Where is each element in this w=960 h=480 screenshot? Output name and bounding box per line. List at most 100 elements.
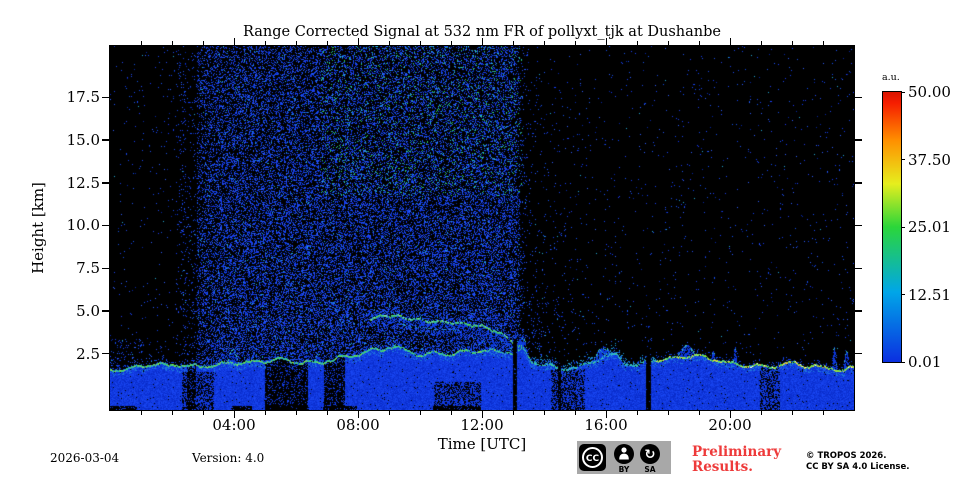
y-axis-label: Height [km] (29, 182, 47, 274)
y-tick-label: 5.0 (76, 301, 100, 320)
colorbar-tick-label: 12.51 (908, 285, 951, 304)
x-tick (481, 411, 483, 418)
y-tick-label: 12.5 (66, 173, 100, 192)
colorbar-tick-label: 37.50 (908, 150, 951, 169)
colorbar-tick (901, 91, 905, 93)
y-tick-right (855, 182, 862, 184)
cc-sa-label: SA (644, 465, 655, 474)
x-tick-label: 08:00 (336, 416, 380, 434)
x-tick-top (698, 41, 700, 45)
y-tick (102, 224, 109, 227)
x-tick-top (791, 41, 793, 45)
colorbar-tick (901, 226, 905, 228)
x-tick (729, 411, 731, 418)
x-tick-top (636, 41, 638, 45)
y-tick-label: 7.5 (76, 259, 100, 278)
x-tick-top (760, 41, 762, 45)
x-tick-top (543, 41, 545, 45)
x-tick-top (140, 41, 142, 45)
x-tick (605, 411, 607, 418)
y-tick-label: 2.5 (76, 344, 100, 363)
x-tick-top (202, 41, 204, 45)
y-tick (102, 96, 109, 99)
x-tick-label: 20:00 (708, 416, 752, 434)
y-tick-right (855, 96, 862, 99)
colorbar-tick (901, 361, 905, 363)
x-tick (171, 411, 173, 415)
x-tick (667, 411, 669, 415)
y-tick-label: 10.0 (66, 216, 100, 235)
x-tick (326, 411, 328, 415)
cc-sa-arrow-icon (640, 444, 660, 464)
preliminary-results-note: Preliminary Results. (692, 444, 782, 475)
x-tick (512, 411, 514, 415)
cc-logo-text: CC (586, 454, 600, 464)
x-tick-top (233, 38, 235, 45)
x-tick (140, 411, 142, 415)
colorbar-unit-label: a.u. (882, 72, 900, 83)
x-tick-label: 16:00 (584, 416, 628, 434)
x-tick-top (171, 41, 173, 45)
x-tick-top (388, 41, 390, 45)
x-tick (264, 411, 266, 415)
copyright-line2: CC BY SA 4.0 License. (806, 462, 910, 472)
date-label: 2026-03-04 (50, 451, 120, 465)
x-tick (202, 411, 204, 415)
cc-by-label: BY (619, 465, 630, 474)
x-tick-top (667, 41, 669, 45)
x-tick-label: 04:00 (212, 416, 256, 434)
y-tick-label: 15.0 (66, 130, 100, 149)
colorbar-tick-label: 50.00 (908, 83, 951, 101)
x-tick (419, 411, 421, 415)
cc-by-person-head (621, 447, 627, 453)
x-tick (357, 411, 359, 418)
x-tick-top (419, 41, 421, 45)
x-tick-label: 12:00 (460, 416, 504, 434)
version-label: Version: 4.0 (192, 451, 265, 465)
cc-logo-circle-icon (582, 447, 603, 468)
y-tick (102, 353, 109, 355)
y-tick-right (855, 353, 862, 355)
x-tick (295, 411, 297, 415)
y-tick (102, 182, 109, 184)
plot-title: Range Corrected Signal at 532 nm FR of p… (243, 24, 721, 40)
x-tick-top (729, 38, 731, 45)
x-tick-top (481, 38, 483, 45)
cc-by-sa-badge: CC BY ↻ SA (577, 441, 671, 474)
y-tick-right (855, 310, 862, 312)
y-tick-label: 17.5 (66, 88, 100, 107)
cc-sa-arrow-glyph: ↻ (645, 448, 656, 463)
y-tick (102, 267, 109, 270)
x-tick (543, 411, 545, 415)
x-tick-top (822, 41, 824, 45)
colorbar (882, 91, 902, 363)
plot-frame (109, 45, 855, 411)
x-tick (233, 411, 235, 418)
y-tick (102, 310, 109, 312)
copyright-line1: © TROPOS 2026. (806, 451, 887, 461)
x-tick-top (326, 41, 328, 45)
x-tick-top (605, 38, 607, 45)
x-tick-top (574, 41, 576, 45)
heatmap-canvas (110, 46, 854, 410)
colorbar-gradient (883, 92, 901, 362)
x-tick (822, 411, 824, 415)
x-tick-top (357, 38, 359, 45)
colorbar-tick (901, 159, 905, 160)
x-tick-top (512, 41, 514, 45)
x-tick-top (264, 41, 266, 45)
x-tick (791, 411, 793, 415)
x-tick (388, 411, 390, 415)
x-tick (760, 411, 762, 415)
colorbar-tick-label: 25.01 (908, 218, 951, 236)
cc-by-person-body (619, 453, 629, 460)
colorbar-tick-label: 0.01 (908, 353, 942, 371)
colorbar-tick (901, 294, 905, 295)
y-tick-right (855, 139, 862, 141)
y-tick-right (855, 224, 862, 227)
x-tick (698, 411, 700, 415)
x-tick-top (295, 41, 297, 45)
x-tick (574, 411, 576, 415)
x-axis-label: Time [UTC] (437, 435, 527, 453)
